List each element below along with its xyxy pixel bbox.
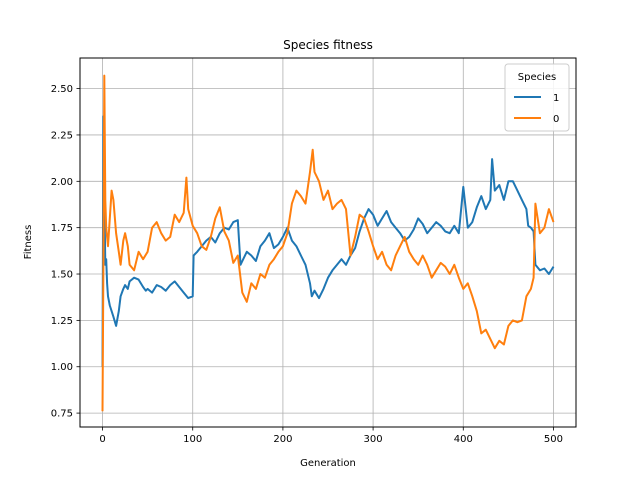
legend-label-series-0: 0 [553,114,559,125]
y-tick-label: 0.75 [51,409,73,420]
x-axis: 0 100 200 300 400 500 [99,427,563,445]
y-axis: 0.75 1.00 1.25 1.50 1.75 2.00 2.25 2.50 [51,84,80,420]
legend-title: Species [518,72,557,83]
y-axis-label: Fitness [23,225,34,260]
plot-frame [79,57,577,428]
y-tick-label: 1.00 [51,362,73,373]
x-tick-label: 400 [454,434,473,445]
x-tick-label: 300 [364,434,383,445]
series-line-0 [101,74,555,412]
y-tick-label: 2.25 [51,130,73,141]
series-line-1 [101,115,555,367]
legend-label-series-1: 1 [553,93,559,104]
chart-title: Species fitness [283,38,373,52]
grid [80,58,576,427]
legend: Species 1 0 [504,63,570,132]
y-tick-label: 1.75 [51,223,73,234]
series-lines [101,74,555,412]
y-tick-label: 2.00 [51,177,73,188]
x-axis-label: Generation [300,458,356,469]
x-tick-label: 0 [99,434,105,445]
x-tick-label: 100 [183,434,202,445]
y-tick-label: 1.25 [51,316,73,327]
y-tick-label: 2.50 [51,84,73,95]
x-tick-label: 500 [544,434,563,445]
y-tick-label: 1.50 [51,270,73,281]
x-tick-label: 200 [273,434,292,445]
